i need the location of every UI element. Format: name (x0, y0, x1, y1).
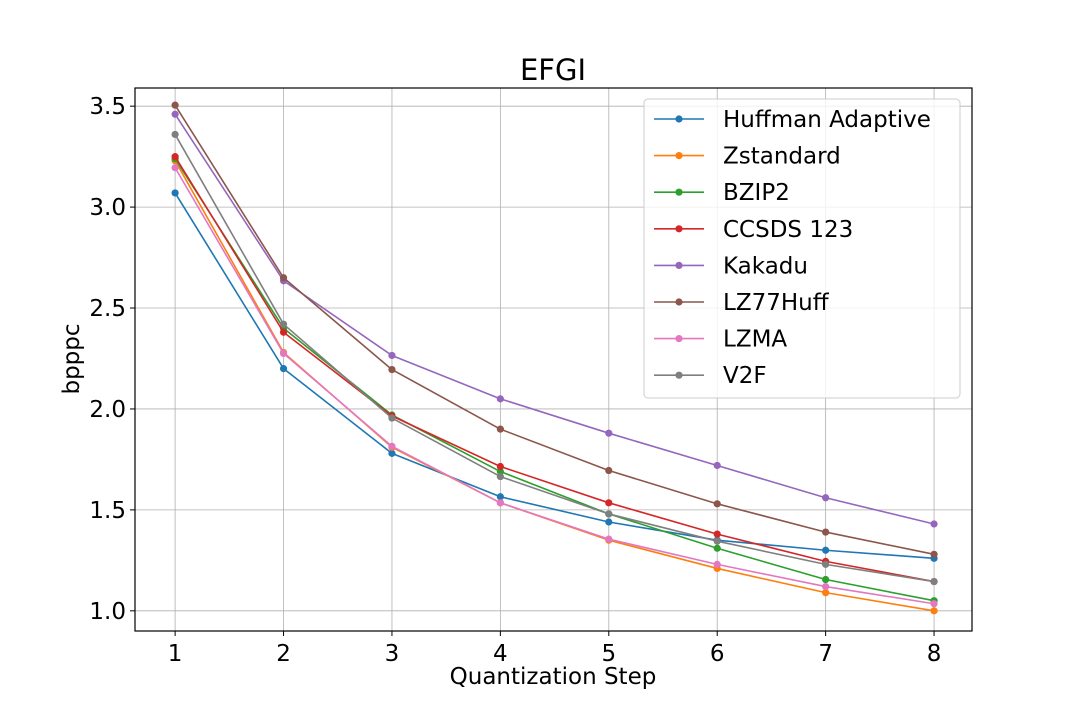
data-point (822, 494, 830, 502)
legend-marker (675, 298, 683, 306)
data-point (930, 600, 938, 608)
legend: Huffman Adaptive Zstandard BZIP2 CCSDS 123 K… (643, 98, 961, 399)
legend-label: LZMA (723, 327, 787, 353)
data-point (605, 510, 613, 518)
series-line (174, 158, 935, 602)
y-tick-label: 3.0 (89, 195, 126, 221)
data-point (388, 442, 396, 450)
x-tick-label: 2 (276, 641, 291, 667)
axis-ticks: 1 2 3 4 5 6 7 8 1.0 1.5 2.0 2.5 3.0 3.5 (89, 94, 941, 667)
x-tick-label: 1 (168, 641, 183, 667)
legend-label: Zstandard (723, 144, 841, 170)
series-line (174, 156, 935, 583)
y-tick-label: 3.5 (89, 94, 126, 120)
data-point (822, 582, 830, 591)
data-point (171, 189, 179, 197)
y-tick-label: 1.5 (89, 498, 126, 524)
data-point (605, 429, 613, 437)
data-point (171, 153, 179, 161)
y-tick-label: 2.5 (89, 296, 126, 322)
legend-marker (675, 335, 683, 343)
legend-label: BZIP2 (723, 180, 790, 206)
data-point (822, 575, 830, 584)
data-point (496, 395, 504, 403)
data-point (388, 414, 396, 422)
series-lines (171, 101, 938, 615)
plot-frame (134, 87, 973, 632)
data-point (496, 462, 504, 471)
data-point (279, 320, 288, 328)
data-point (713, 530, 721, 538)
legend-marker (675, 188, 683, 196)
data-point (496, 425, 504, 433)
x-tick-label: 5 (601, 641, 616, 667)
data-point (171, 130, 179, 139)
data-point (496, 493, 504, 501)
data-point (713, 544, 721, 552)
data-point (279, 349, 288, 358)
data-point (496, 467, 504, 476)
x-tick-label: 6 (710, 641, 725, 667)
x-tick-label: 4 (493, 641, 508, 667)
data-point (388, 351, 396, 360)
y-tick-label: 2.0 (89, 397, 126, 423)
legend-marker (675, 115, 683, 123)
data-point (713, 500, 721, 508)
y-axis-label: bpppc (59, 323, 85, 394)
legend-box (643, 98, 961, 399)
data-point (930, 577, 938, 586)
data-point (605, 499, 613, 507)
data-point (171, 164, 179, 172)
legend-marker (675, 225, 683, 233)
data-point (388, 365, 396, 374)
legend-marker (675, 261, 683, 269)
legend-label: CCSDS 123 (723, 217, 853, 243)
data-point (822, 528, 830, 536)
x-tick-label: 7 (818, 641, 833, 667)
x-tick-label: 8 (927, 641, 942, 667)
data-point (388, 449, 396, 457)
data-point (171, 101, 179, 109)
data-point (930, 607, 938, 615)
series-line (174, 192, 935, 560)
data-point (822, 589, 830, 597)
data-point (605, 466, 613, 475)
data-point (279, 274, 288, 282)
legend-label: LZ77Huff (723, 290, 830, 316)
data-point (930, 520, 938, 528)
data-point (713, 537, 721, 545)
legend-marker (675, 152, 683, 160)
y-tick-label: 1.0 (89, 599, 126, 625)
data-point (822, 546, 830, 554)
x-tick-label: 3 (385, 641, 400, 667)
series-line (174, 104, 935, 556)
legend-marker (675, 371, 683, 379)
data-point (605, 518, 613, 526)
data-point (496, 472, 504, 481)
data-point (279, 328, 288, 336)
data-point (713, 461, 721, 470)
data-point (605, 535, 613, 543)
legend-label: Kakadu (723, 253, 808, 279)
series-line (174, 134, 935, 583)
data-point (496, 499, 504, 507)
data-point (822, 560, 830, 568)
legend-label: V2F (723, 363, 767, 389)
data-point (930, 550, 938, 558)
data-point (171, 110, 179, 118)
legend-label: Huffman Adaptive (723, 107, 931, 133)
chart-title: EFGI (520, 53, 586, 87)
series-line (174, 167, 935, 605)
data-point (713, 560, 721, 568)
data-point (279, 364, 288, 373)
x-axis-label: Quantization Step (450, 664, 657, 690)
